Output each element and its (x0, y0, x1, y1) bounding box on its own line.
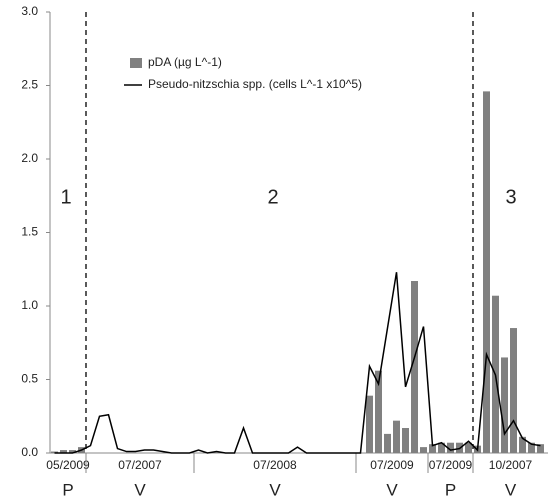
group-label: 07/2007 (118, 458, 162, 472)
bar (519, 436, 526, 453)
y-tick-label: 2.5 (21, 78, 38, 92)
line (54, 272, 541, 454)
group-sublabel: V (505, 480, 517, 499)
group-label: 05/2009 (46, 458, 90, 472)
bar (510, 328, 517, 453)
group-label: 07/2008 (253, 458, 297, 472)
y-tick-label: 0.5 (21, 372, 38, 386)
group-sublabel: P (445, 480, 456, 499)
group-sublabel: V (386, 480, 398, 499)
bar (384, 433, 391, 453)
group-sublabel: V (269, 480, 281, 499)
region-label: 3 (505, 186, 516, 208)
legend-label: pDA (µg L^-1) (148, 55, 222, 69)
group-label: 07/2009 (429, 458, 473, 472)
y-tick-label: 2.0 (21, 151, 38, 165)
bar (438, 442, 445, 453)
legend-swatch (130, 58, 142, 68)
y-tick-label: 0.0 (21, 445, 38, 459)
group-sublabel: V (134, 480, 146, 499)
bar (537, 444, 544, 453)
bar (411, 281, 418, 453)
bar (501, 357, 508, 453)
bar (483, 91, 490, 453)
region-label: 1 (60, 186, 71, 208)
bar (375, 370, 382, 453)
legend-label: Pseudo-nitzschia spp. (cells L^-1 x10^5) (148, 77, 362, 91)
bar (420, 447, 427, 453)
bar (402, 428, 409, 453)
region-label: 2 (267, 186, 278, 208)
bar (366, 395, 373, 453)
group-label: 07/2009 (370, 458, 414, 472)
bar (528, 442, 535, 453)
bar (429, 444, 436, 453)
bar (447, 442, 454, 453)
bar (465, 442, 472, 453)
y-tick-label: 1.0 (21, 298, 38, 312)
bar (60, 450, 67, 453)
bar (393, 420, 400, 453)
bar (69, 450, 76, 453)
y-tick-label: 1.5 (21, 225, 38, 239)
group-label: 10/2007 (489, 458, 533, 472)
y-tick-label: 3.0 (21, 4, 38, 18)
group-sublabel: P (62, 480, 73, 499)
